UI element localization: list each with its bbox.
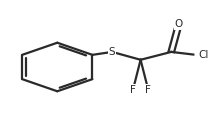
Text: S: S: [109, 47, 115, 57]
Text: F: F: [145, 85, 151, 95]
Text: Cl: Cl: [199, 50, 209, 60]
Text: F: F: [130, 85, 136, 95]
Text: O: O: [175, 19, 183, 29]
